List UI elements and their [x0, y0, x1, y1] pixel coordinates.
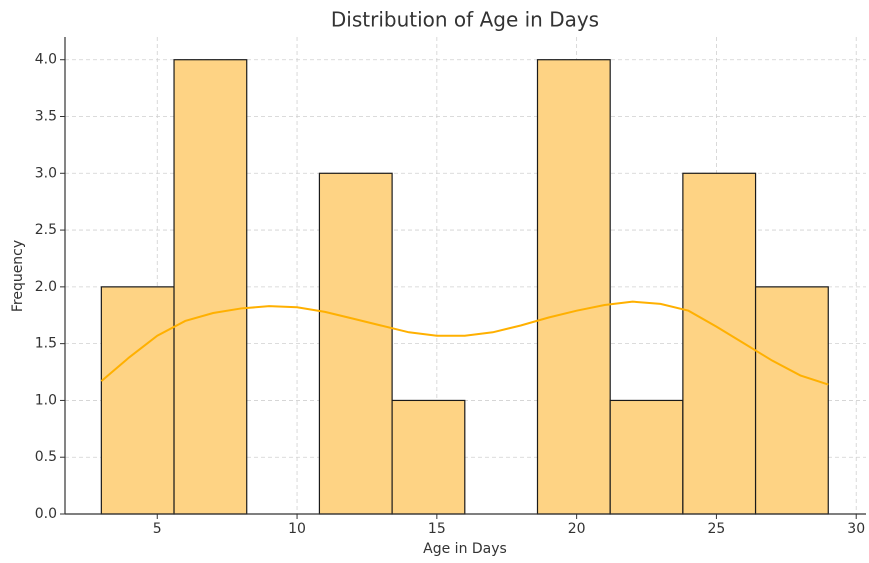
y-tick-label: 4.0 — [35, 52, 57, 68]
bar — [173, 59, 248, 515]
bar — [391, 399, 466, 515]
kde-line — [100, 300, 829, 386]
x-tick-label: 25 — [708, 521, 726, 537]
x-tick-label: 20 — [568, 521, 586, 537]
x-tick-label: 15 — [428, 521, 446, 537]
bar — [100, 286, 175, 515]
y-tick-label: 2.0 — [35, 279, 57, 295]
y-tick-label: 2.5 — [35, 222, 57, 238]
chart-title: Distribution of Age in Days — [331, 8, 599, 32]
bar — [609, 399, 684, 515]
bar — [536, 59, 611, 515]
y-tick-label: 3.0 — [35, 165, 57, 181]
bar — [318, 172, 393, 515]
y-axis-label: Frequency — [10, 240, 26, 312]
x-axis-label: Age in Days — [423, 541, 507, 557]
x-tick-label: 10 — [288, 521, 306, 537]
bar — [754, 286, 829, 515]
y-tick-label: 1.0 — [35, 392, 57, 408]
x-tick-label: 30 — [847, 521, 865, 537]
y-tick-label: 0.0 — [35, 506, 57, 522]
x-tick-label: 5 — [153, 521, 162, 537]
y-tick-label: 3.5 — [35, 109, 57, 125]
y-tick-label: 0.5 — [35, 449, 57, 465]
y-tick-label: 1.5 — [35, 336, 57, 352]
